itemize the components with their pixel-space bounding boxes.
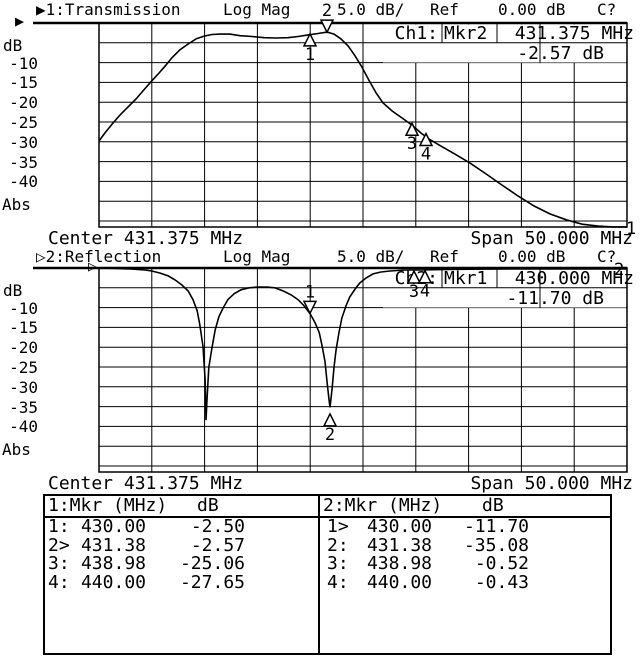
marker-2-label: 2: [322, 1, 332, 21]
marker-2-label: 2: [325, 425, 335, 445]
ch2-ytick: -35: [9, 398, 38, 417]
ch1-unit-label: dB: [3, 36, 23, 55]
ch1-ref-value: 0.00 dB: [498, 0, 566, 19]
ch1-ytick: -20: [9, 93, 38, 112]
mkr2-row3-num: 3:: [327, 553, 349, 574]
mkr2-row2-freq: 431.38: [366, 535, 432, 556]
mkr1-row2-val: -2.57: [190, 535, 245, 556]
ch2-trace-number: 2: [614, 260, 625, 280]
marker-table-divider: [318, 494, 320, 655]
marker-1-icon: [302, 32, 318, 47]
mkr-table2-unit: dB: [482, 495, 504, 516]
ch2-ytick: -25: [9, 358, 38, 377]
ch1-info-marker-level: -2.57 dB: [517, 43, 604, 64]
marker-1-label: 1: [305, 282, 315, 302]
ch1-ref-position-icon: ▶: [15, 12, 25, 30]
mkr2-row4-val: -0.43: [474, 572, 529, 593]
mkr2-row1-val: -11.70: [463, 516, 529, 537]
ch2-abs-label: Abs: [2, 440, 31, 459]
ch2-info-marker-level: -11.70 dB: [506, 288, 604, 309]
ch1-ytick: -10: [9, 54, 38, 73]
mkr1-row1-num: 1:: [48, 516, 70, 537]
mkr1-row3-num: 3:: [48, 553, 70, 574]
mkr2-row1-num: 1>: [327, 516, 349, 537]
ch2-ytick: -10: [9, 299, 38, 318]
ch1-ref-label: Ref: [430, 0, 459, 19]
ch2-info-marker: Mkr1: [444, 268, 488, 289]
ch1-ytick: -40: [9, 172, 38, 191]
ch2-info-channel: Ch2:: [394, 268, 438, 289]
ch1-ytick: -25: [9, 113, 38, 132]
marker-3-label: 3: [407, 134, 417, 154]
marker-2-icon: [319, 19, 335, 34]
ch1-info-marker-freq: 431.375 MHz: [514, 23, 634, 44]
ch1-info-marker: Mkr2: [444, 23, 488, 44]
ch2-ref-position-icon: ▷: [88, 257, 98, 275]
ch2-ytick: -30: [9, 378, 38, 397]
ch1-abs-label: Abs: [2, 195, 31, 214]
mkr2-row3-val: -0.52: [474, 553, 529, 574]
ch2-center-freq: Center 431.375 MHz: [48, 473, 244, 494]
mkr1-row1-freq: 430.00: [80, 516, 146, 537]
mkr-table1-header: 1:Mkr (MHz): [48, 495, 168, 516]
ch2-ytick: -15: [9, 318, 38, 337]
ch1-ytick: -30: [9, 133, 38, 152]
marker-3-icon: [404, 121, 420, 136]
marker-2-icon: [322, 412, 338, 427]
ch2-active-channel-icon: ▷: [36, 247, 46, 266]
ch1-ytick: -15: [9, 73, 38, 92]
ch1-title-label: 1:Transmission: [45, 0, 181, 19]
marker-table: [43, 494, 612, 655]
mkr1-row2-num: 2>: [48, 535, 70, 556]
mkr1-row2-freq: 431.38: [80, 535, 146, 556]
mkr1-row1-val: -2.50: [190, 516, 245, 537]
mkr2-row4-num: 4:: [327, 572, 349, 593]
ch2-ytick: -20: [9, 338, 38, 357]
ch1-ytick: -35: [9, 153, 38, 172]
mkr2-row4-freq: 440.00: [366, 572, 432, 593]
ch2-ref-label: Ref: [430, 247, 459, 266]
ch1-trace-number: 1: [626, 219, 637, 239]
ch2-ytick: -40: [9, 417, 38, 436]
ch2-scale-label: 5.0 dB/: [337, 247, 405, 266]
marker-table-header-line: [43, 516, 612, 518]
ch1-scale-label: 5.0 dB/: [337, 0, 405, 19]
ch2-title: ▷2:Reflection: [36, 247, 162, 266]
ch1-info-channel: Ch1:: [394, 23, 438, 44]
ch2-unit-label: dB: [3, 281, 23, 300]
ch2-ref-value: 0.00 dB: [498, 247, 566, 266]
ch1-format-label: Log Mag: [223, 0, 291, 19]
marker-4-label: 4: [421, 144, 431, 164]
mkr-table2-header: 2:Mkr (MHz): [323, 495, 443, 516]
marker-1-label: 1: [305, 45, 315, 65]
ch1-center-freq: Center 431.375 MHz: [48, 228, 244, 249]
ch2-cal-status: C?: [597, 247, 617, 266]
ch1-title: ▶1:Transmission: [36, 0, 181, 19]
ch2-span-freq: Span 50.000 MHz: [470, 473, 633, 494]
marker-1-icon: [302, 300, 318, 316]
mkr2-row3-freq: 438.98: [366, 553, 432, 574]
ch1-cal-status: C?: [597, 0, 617, 19]
ch1-active-channel-icon: ▶: [36, 0, 46, 19]
mkr1-row3-freq: 438.98: [80, 553, 146, 574]
ch2-title-label: 2:Reflection: [45, 247, 162, 266]
marker-4-icon: [418, 131, 434, 147]
mkr1-row4-freq: 440.00: [80, 572, 146, 593]
mkr1-row4-num: 4:: [48, 572, 70, 593]
mkr-table1-unit: dB: [197, 495, 219, 516]
ch2-format-label: Log Mag: [223, 247, 291, 266]
mkr2-row2-num: 2:: [327, 535, 349, 556]
mkr2-row1-freq: 430.00: [366, 516, 432, 537]
mkr2-row2-val: -35.08: [463, 535, 529, 556]
ch1-span-freq: Span 50.000 MHz: [470, 228, 633, 249]
mkr1-row3-val: -25.06: [179, 553, 245, 574]
mkr1-row4-val: -27.65: [179, 572, 245, 593]
